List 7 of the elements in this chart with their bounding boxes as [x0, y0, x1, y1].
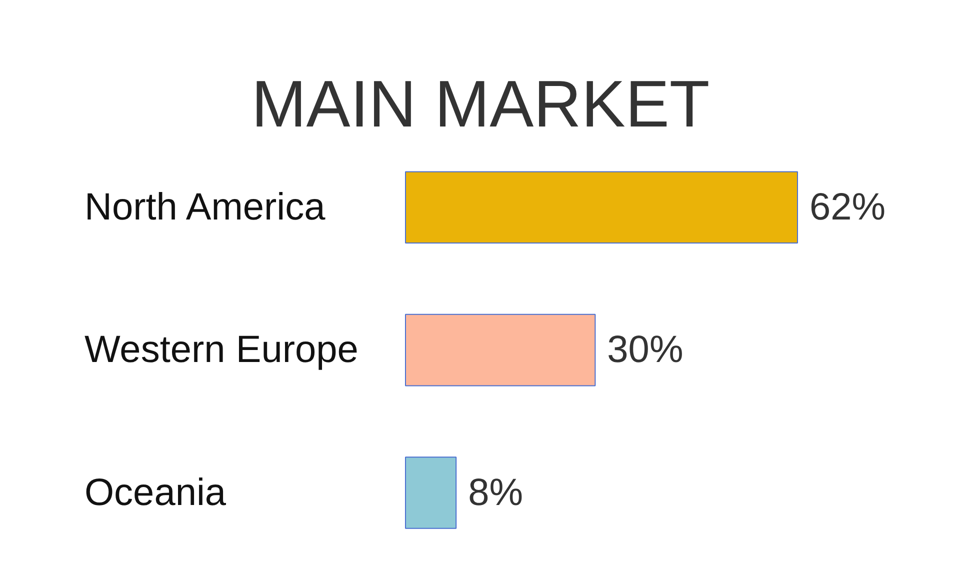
data-label: 8%	[468, 472, 524, 514]
data-label: 62%	[810, 186, 886, 228]
y-tick-label: North America	[84, 186, 326, 228]
chart-title: MAIN MARKET	[251, 66, 710, 140]
y-tick-label: Western Europe	[84, 329, 358, 372]
y-tick-label: Oceania	[84, 472, 227, 514]
data-label: 30%	[607, 329, 684, 372]
